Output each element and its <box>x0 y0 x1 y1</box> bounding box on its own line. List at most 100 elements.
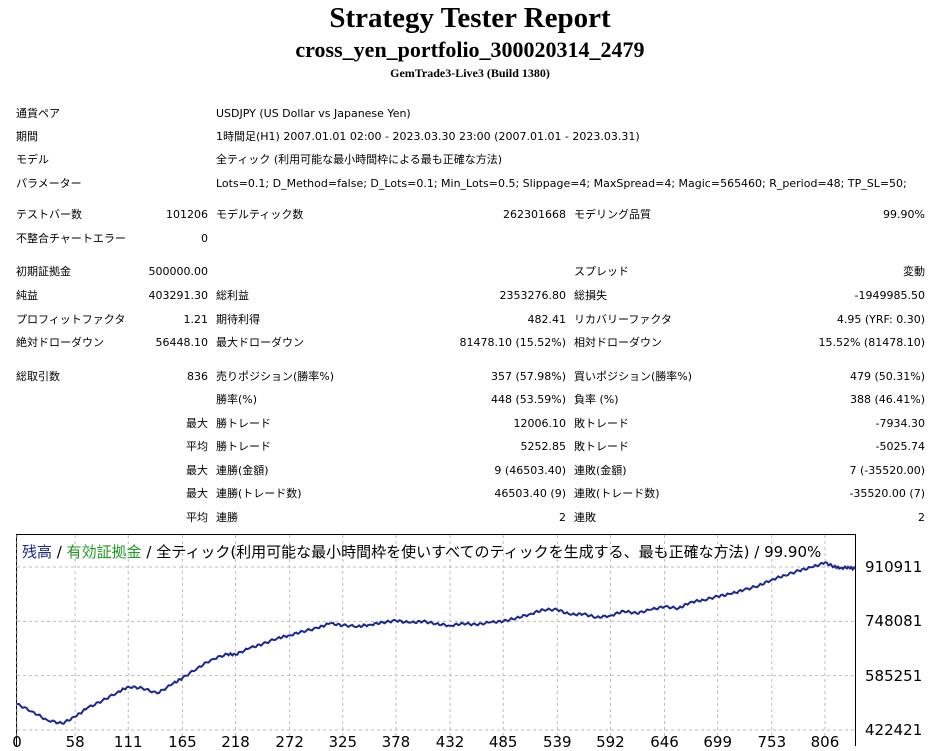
average-consecutive-wins-value: 2 <box>559 511 566 524</box>
legend-separator: / <box>52 543 67 561</box>
average-consecutive-prefix: 平均 <box>186 511 208 524</box>
absolute-drawdown-value: 56448.10 <box>155 336 209 349</box>
average-win-label: 勝トレード <box>216 440 271 453</box>
x-tick-label: 806 <box>810 733 840 751</box>
average-consecutive-losses-value: 2 <box>918 511 925 524</box>
bars-value: 101206 <box>166 208 208 221</box>
strategy-name: cross_yen_portfolio_300020314_2479 <box>295 37 645 62</box>
profit-factor-value: 1.21 <box>183 313 209 326</box>
spread-value: 変動 <box>903 265 925 278</box>
model-value: 全ティック (利用可能な最小時間枠による最も正確な方法) <box>216 153 503 166</box>
report-title: Strategy Tester Report <box>329 2 611 34</box>
x-tick-label: 111 <box>113 733 143 751</box>
average-win-value: 5252.85 <box>520 440 567 453</box>
win-rate-value: 448 (53.59%) <box>490 393 566 406</box>
x-tick-label: 753 <box>757 733 787 751</box>
quality-value: 99.90% <box>883 208 925 221</box>
legend-equity: 有効証拠金 <box>66 543 142 561</box>
params-label: パラメーター <box>16 177 82 190</box>
ticks-label: モデルティック数 <box>216 208 304 221</box>
largest-win-label: 勝トレード <box>216 417 271 430</box>
max-drawdown-value: 81478.10 (15.52%) <box>459 336 566 349</box>
x-tick-label: 539 <box>542 733 572 751</box>
consecutive-losses-count-value: -35520.00 (7) <box>849 487 925 500</box>
total-trades-label: 総取引数 <box>16 370 60 383</box>
x-tick-label: 699 <box>703 733 732 751</box>
recovery-factor-label: リカバリーファクタ <box>574 313 672 326</box>
consecutive-losses-money-value: 7 (-35520.00) <box>849 464 925 477</box>
largest-loss-value: -7934.30 <box>875 417 925 430</box>
net-profit-label: 純益 <box>16 289 38 302</box>
average-consecutive-losses-label: 連敗 <box>574 511 596 524</box>
consecutive-wins-count-value: 46503.40 (9) <box>494 487 566 500</box>
max-consecutive-count-prefix: 最大 <box>186 487 208 500</box>
x-tick-label: 218 <box>221 733 250 751</box>
x-tick-label: 0 <box>12 733 22 751</box>
chart-legend: 残高 / 有効証拠金 / 全ティック(利用可能な最小時間枠を使いすべてのティック… <box>22 541 821 562</box>
consecutive-losses-count-label: 連敗(トレード数) <box>574 487 660 500</box>
deposit-value: 500000.00 <box>148 265 209 278</box>
recovery-factor-value: 4.95 (YRF: 0.30) <box>836 313 925 326</box>
gross-profit-value: 2353276.80 <box>499 289 566 302</box>
balance-line <box>16 561 856 725</box>
loss-rate-value: 388 (46.41%) <box>849 393 925 406</box>
x-tick-label: 592 <box>596 733 625 751</box>
gross-loss-label: 総損失 <box>574 289 607 302</box>
x-tick-label: 485 <box>488 733 518 751</box>
quality-label: モデリング品質 <box>574 208 651 221</box>
long-positions-label: 買いポジション(勝率%) <box>574 370 693 383</box>
largest-prefix: 最大 <box>186 417 208 430</box>
model-label: モデル <box>16 153 49 166</box>
x-tick-label: 646 <box>650 733 679 751</box>
win-rate-label: 勝率(%) <box>216 393 258 406</box>
expected-payoff-label: 期待利得 <box>216 313 260 326</box>
mismatch-label: 不整合チャートエラー <box>16 232 126 245</box>
period-value: 1時間足(H1) 2007.01.01 02:00 - 2023.03.30 2… <box>216 130 640 143</box>
short-positions-label: 売りポジション(勝率%) <box>216 370 335 383</box>
x-tick-label: 325 <box>328 733 358 751</box>
gross-loss-value: -1949985.50 <box>854 289 925 302</box>
y-tick-label: 910911 <box>865 558 923 576</box>
relative-drawdown-value: 15.52% (81478.10) <box>818 336 925 349</box>
loss-rate-label: 負率 (%) <box>574 393 619 406</box>
consecutive-wins-money-value: 9 (46503.40) <box>494 464 566 477</box>
consecutive-wins-money-label: 連勝(金額) <box>216 464 269 477</box>
short-positions-value: 357 (57.98%) <box>490 370 566 383</box>
y-tick-label: 748081 <box>865 612 923 631</box>
average-consecutive-wins-label: 連勝 <box>216 511 238 524</box>
x-tick-label: 165 <box>168 733 197 751</box>
consecutive-losses-money-label: 連敗(金額) <box>574 464 627 477</box>
y-tick-label: 585251 <box>865 666 923 685</box>
x-tick-label: 378 <box>381 733 411 751</box>
max-drawdown-label: 最大ドローダウン <box>216 336 304 349</box>
average-prefix: 平均 <box>186 440 208 453</box>
consecutive-wins-count-label: 連勝(トレード数) <box>216 487 302 500</box>
net-profit-value: 403291.30 <box>148 289 209 302</box>
expected-payoff-value: 482.41 <box>527 313 567 326</box>
total-trades-value: 836 <box>187 370 208 383</box>
mismatch-value: 0 <box>201 232 208 245</box>
balance-chart-frame <box>16 534 856 746</box>
server-build: GemTrade3-Live3 (Build 1380) <box>390 66 550 80</box>
bars-label: テストバー数 <box>16 208 82 221</box>
symbol-label: 通貨ペア <box>16 107 60 120</box>
x-tick-label: 272 <box>275 733 304 751</box>
gross-profit-label: 総利益 <box>216 289 249 302</box>
largest-win-value: 12006.10 <box>513 417 567 430</box>
average-loss-label: 敗トレード <box>574 440 629 453</box>
largest-loss-label: 敗トレード <box>574 417 629 430</box>
x-tick-label: 58 <box>65 733 85 751</box>
spread-label: スプレッド <box>574 265 629 278</box>
legend-balance: 残高 <box>22 543 53 561</box>
legend-model-quality: / 全ティック(利用可能な最小時間枠を使いすべてのティックを生成する、最も正確な… <box>141 543 822 561</box>
params-value: Lots=0.1; D_Method=false; D_Lots=0.1; Mi… <box>216 177 907 190</box>
period-label: 期間 <box>16 130 38 143</box>
ticks-value: 262301668 <box>503 208 566 221</box>
y-tick-label: 422421 <box>865 721 923 739</box>
absolute-drawdown-label: 絶対ドローダウン <box>16 336 104 349</box>
max-consecutive-money-prefix: 最大 <box>186 464 208 477</box>
deposit-label: 初期証拠金 <box>16 265 71 278</box>
profit-factor-label: プロフィットファクタ <box>16 313 126 326</box>
relative-drawdown-label: 相対ドローダウン <box>574 336 662 349</box>
